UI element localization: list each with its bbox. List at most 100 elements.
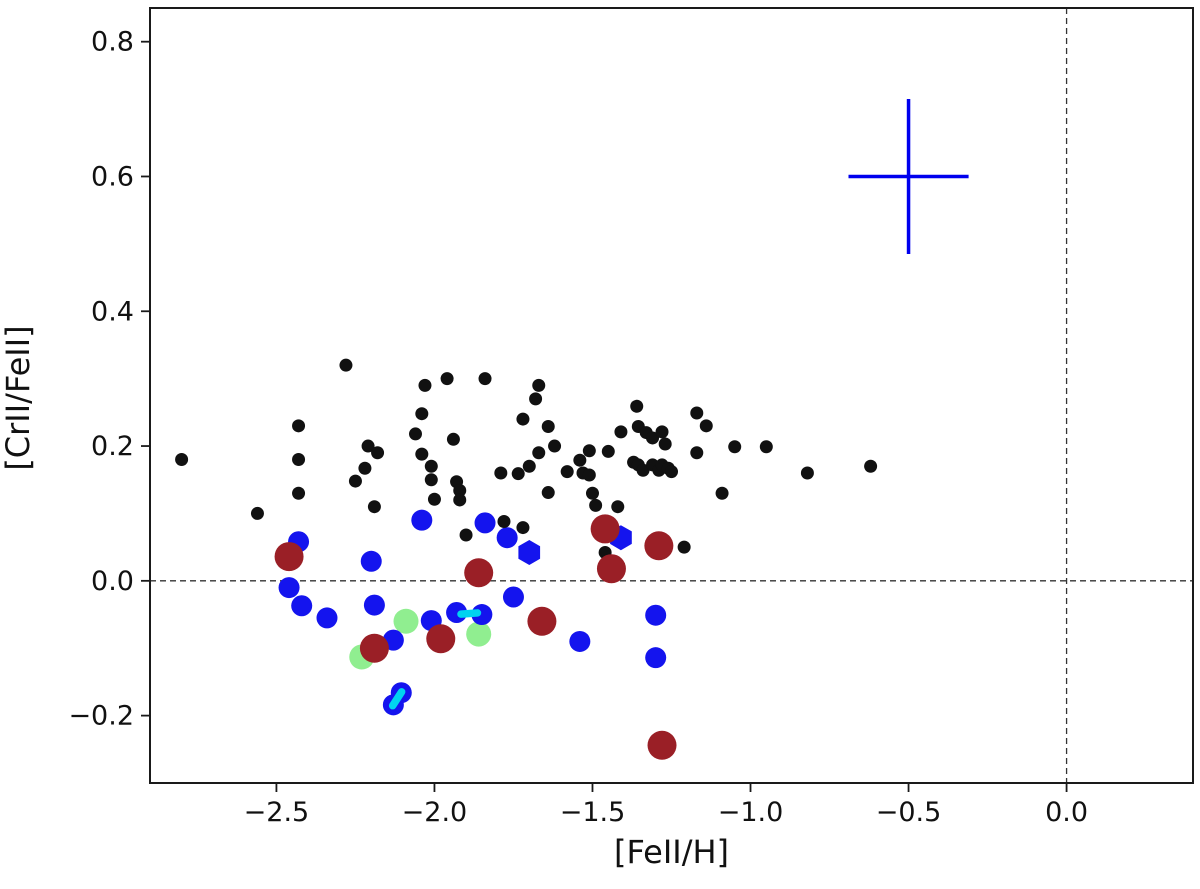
- data-point: [367, 500, 381, 514]
- data-point-hexagon: [518, 540, 541, 565]
- cyan-dash-marker: [388, 688, 406, 710]
- data-point: [585, 486, 599, 500]
- data-point: [360, 550, 382, 572]
- error-bar-cross: [848, 98, 969, 254]
- x-tick-label: −1.0: [718, 797, 784, 828]
- y-tick-label: 0.2: [91, 431, 134, 462]
- data-point: [415, 407, 429, 421]
- x-tick-label: 0.0: [1045, 797, 1088, 828]
- cyan-dash-marker: [457, 609, 482, 618]
- y-tick-label: 0.0: [91, 566, 134, 597]
- data-point: [647, 730, 677, 760]
- data-point: [582, 444, 596, 458]
- data-point: [453, 484, 467, 498]
- data-point: [292, 453, 306, 467]
- data-point: [573, 453, 587, 467]
- data-point: [699, 419, 713, 433]
- data-point: [541, 420, 555, 433]
- series-blue-circles: [278, 509, 667, 716]
- data-point: [560, 465, 574, 479]
- data-point: [800, 466, 814, 480]
- data-point: [411, 509, 433, 531]
- data-point: [339, 358, 353, 372]
- data-point: [175, 453, 189, 467]
- x-tick-label: −0.5: [876, 797, 942, 828]
- data-point: [569, 630, 591, 652]
- data-point: [291, 595, 313, 617]
- series-green-large-circles: [349, 608, 492, 670]
- data-point: [728, 440, 742, 454]
- data-point: [418, 378, 432, 392]
- data-point: [630, 399, 644, 413]
- data-point: [590, 514, 620, 544]
- data-point: [582, 468, 596, 482]
- data-point: [864, 459, 878, 473]
- reference-lines: [150, 8, 1193, 783]
- data-point: [614, 425, 628, 439]
- data-point: [665, 465, 678, 479]
- y-tick-label: −0.2: [68, 701, 134, 732]
- data-point: [645, 647, 667, 669]
- data-point: [426, 624, 456, 654]
- data-point: [677, 540, 691, 554]
- data-point: [424, 459, 438, 473]
- data-point: [446, 432, 460, 446]
- y-tick-label: 0.6: [91, 161, 134, 192]
- data-point: [250, 506, 264, 520]
- x-tick-label: −2.5: [244, 797, 310, 828]
- data-point: [474, 512, 496, 534]
- data-point: [292, 486, 306, 500]
- data-point: [278, 577, 300, 599]
- x-tick-label: −2.0: [402, 797, 468, 828]
- data-point: [440, 372, 454, 386]
- data-point: [541, 486, 555, 500]
- y-axis-label: [CrII/FeII]: [0, 325, 37, 471]
- data-point: [453, 493, 467, 507]
- data-point: [516, 412, 530, 426]
- data-point: [361, 439, 375, 453]
- data-point: [611, 500, 625, 514]
- y-tick-label: 0.4: [91, 296, 134, 327]
- data-point: [408, 427, 422, 441]
- data-point: [415, 447, 429, 461]
- data-point: [478, 372, 492, 386]
- data-point: [596, 554, 626, 584]
- data-point: [644, 531, 674, 561]
- data-point: [529, 392, 543, 406]
- data-point: [522, 459, 536, 473]
- data-point: [466, 621, 492, 647]
- data-point: [274, 542, 304, 572]
- data-point: [646, 431, 660, 445]
- data-point: [494, 466, 508, 480]
- plot-border: [149, 7, 1194, 784]
- series-dark-red-large-circles: [274, 514, 677, 760]
- data-point: [601, 444, 615, 458]
- data-point: [658, 437, 672, 451]
- data-point: [316, 607, 338, 629]
- data-point: [690, 406, 704, 420]
- data-point: [459, 528, 473, 542]
- data-point: [548, 439, 562, 453]
- data-point: [358, 461, 372, 475]
- data-point: [359, 633, 389, 663]
- data-point: [589, 498, 603, 512]
- data-point: [292, 419, 306, 433]
- data-point: [363, 594, 385, 616]
- data-point: [516, 521, 530, 535]
- data-point: [427, 492, 441, 506]
- data-point: [464, 558, 494, 588]
- data-point: [715, 486, 729, 500]
- data-point: [497, 515, 511, 529]
- x-axis-label: [FeII/H]: [613, 833, 730, 871]
- x-tick-label: −1.5: [560, 797, 626, 828]
- data-point: [424, 473, 438, 487]
- data-point: [636, 463, 650, 477]
- data-point: [527, 606, 557, 636]
- data-point: [502, 586, 524, 608]
- y-tick-label: 0.8: [91, 27, 134, 58]
- data-point: [645, 604, 667, 626]
- data-point: [532, 378, 546, 392]
- series-black-small-dots: [175, 358, 878, 560]
